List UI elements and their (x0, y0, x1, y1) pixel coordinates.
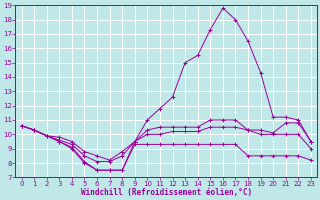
X-axis label: Windchill (Refroidissement éolien,°C): Windchill (Refroidissement éolien,°C) (81, 188, 252, 197)
